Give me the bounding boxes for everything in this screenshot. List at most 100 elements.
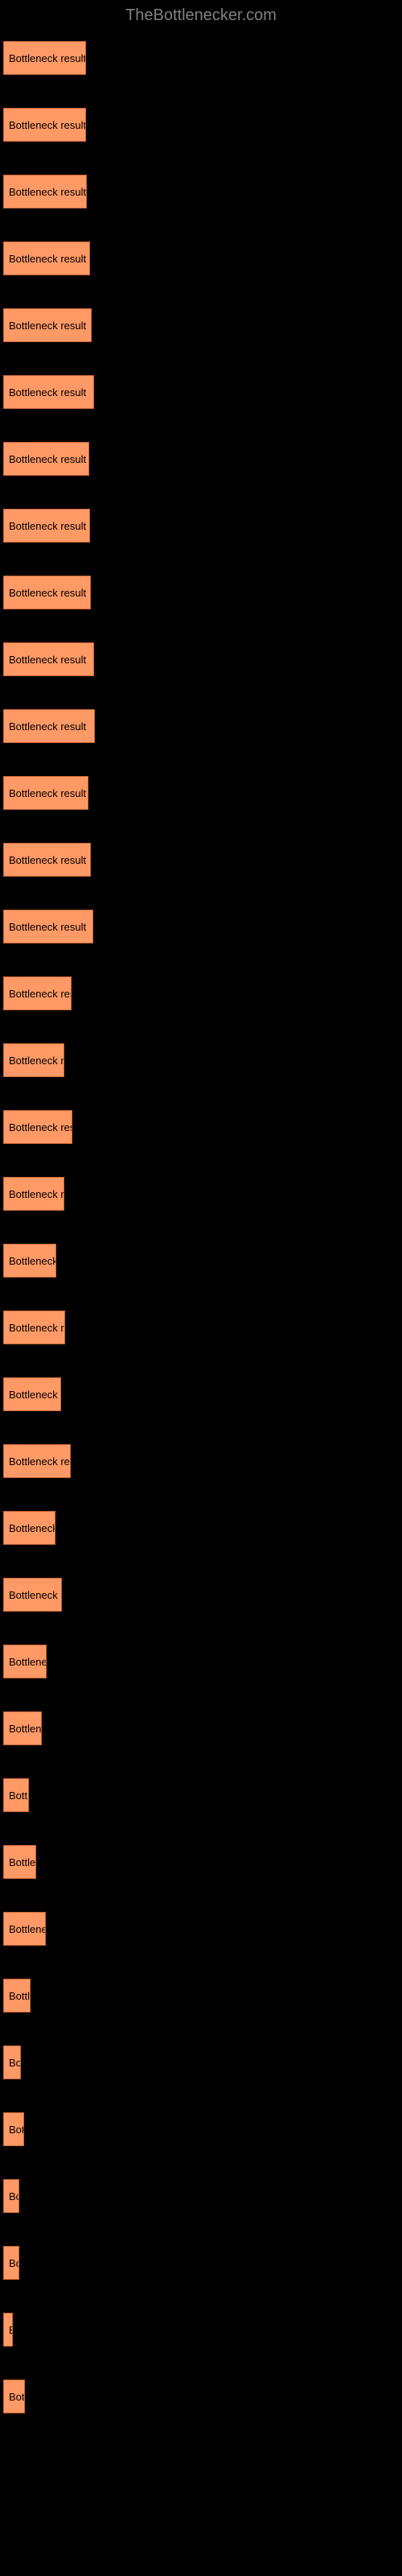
bar-row: Bott xyxy=(3,2112,399,2146)
bar-row: Bottle xyxy=(3,1979,399,2013)
bar: Bottleneck result xyxy=(3,776,88,810)
bar: Bottleneck result xyxy=(3,1043,64,1077)
bar: Bottleneck result xyxy=(3,375,94,409)
bar-label: Bottleneck result xyxy=(9,320,86,332)
bar-row: Bo xyxy=(3,2246,399,2280)
bar: Bottleneck result xyxy=(3,1177,64,1211)
bar: Bottleneck result xyxy=(3,642,94,676)
bar-row: B xyxy=(3,2313,399,2347)
bar-label: Bottle xyxy=(9,1990,30,2002)
bar: B xyxy=(3,2313,13,2347)
bar-row: Bottleneck result xyxy=(3,41,399,75)
bar: Bottleneck result xyxy=(3,175,87,208)
bar: Bottle xyxy=(3,1778,29,1812)
bar-label: Bottleneck result xyxy=(9,587,86,599)
bar: Bottleneck result xyxy=(3,576,91,609)
bar-row: Bottleneck result xyxy=(3,175,399,208)
bar-row: Bottleneck result xyxy=(3,642,399,676)
bar: Bottleneck result xyxy=(3,910,93,943)
bar: Bottleneck result xyxy=(3,976,72,1010)
bar-row: Bottleneck result xyxy=(3,843,399,877)
bar-label: Bottleneck result xyxy=(9,1055,64,1067)
bar-row: Bottlene xyxy=(3,1711,399,1745)
bar: Bottle xyxy=(3,1979,31,2013)
bar: Bottleneck result xyxy=(3,308,92,342)
bar-label: Bottleneck result xyxy=(9,186,86,198)
bar-label: Bottleneck result xyxy=(9,720,86,733)
bar-label: Bottleneck result xyxy=(9,453,86,465)
bar-row: Bottleneck result xyxy=(3,375,399,409)
bar-row: Bottleneck result xyxy=(3,976,399,1010)
bar-chart: Bottleneck result Bottleneck result Bottle… xyxy=(0,41,402,2413)
bar: Bottleneck result xyxy=(3,41,86,75)
bar-row: Bottleneck result xyxy=(3,709,399,743)
bar-row: Bo xyxy=(3,2046,399,2079)
bar-row: Bottlen xyxy=(3,1845,399,1879)
bar-label: Bottleneck re xyxy=(9,1522,55,1534)
bar-row: Bottleneck re xyxy=(3,1511,399,1545)
bar: Bo xyxy=(3,2046,21,2079)
bar-label: Bottleneck result xyxy=(9,520,86,532)
bar-label: Bott xyxy=(9,2124,23,2136)
bar: Bott xyxy=(3,2112,24,2146)
bar-label: Bottlen xyxy=(9,1856,35,1868)
bar-label: Bottle xyxy=(9,1790,28,1802)
bar-label: Bottleneck result xyxy=(9,253,86,265)
bar: Bottleneck result xyxy=(3,1110,72,1144)
bar: Bottleneck resu xyxy=(3,1377,61,1411)
bar-row: Bottleneck result xyxy=(3,910,399,943)
bar-label: Bottleneck result xyxy=(9,1188,64,1200)
bar-label: Bottleneck resu xyxy=(9,1589,61,1601)
bar-label: Bo xyxy=(9,2190,18,2202)
bar-label: Bottleneck result xyxy=(9,119,85,131)
bar-label: Bottleneck result xyxy=(9,386,86,398)
bar-row: Bottleneck result xyxy=(3,576,399,609)
bar-row: Bottleneck result xyxy=(3,1110,399,1144)
bar: Bottlen xyxy=(3,1845,36,1879)
bar: Bottleneck result xyxy=(3,1444,71,1478)
bar: Bo xyxy=(3,2179,19,2213)
bar-row: Bott xyxy=(3,2380,399,2413)
bar-label: Bottleneck result xyxy=(9,52,85,64)
bar-row: Bottleneck result xyxy=(3,308,399,342)
bar-label: Bottlene xyxy=(9,1723,41,1735)
bar-row: Bottleneck result xyxy=(3,1444,399,1478)
bar-label: Bottlenec xyxy=(9,1656,46,1668)
bar-label: Bottleneck result xyxy=(9,988,71,1000)
bar-label: Bott xyxy=(9,2391,24,2403)
bar: Bottleneck result xyxy=(3,509,90,543)
bar: Bott xyxy=(3,2380,25,2413)
bar-label: Bottleneck re xyxy=(9,1255,55,1267)
bar: Bottleneck result xyxy=(3,709,95,743)
bar-label: Bottleneck result xyxy=(9,787,86,799)
bar-row: Bottle xyxy=(3,1778,399,1812)
bar-row: Bottleneck result xyxy=(3,442,399,476)
bar-row: Bottleneck result xyxy=(3,1311,399,1344)
bar-label: Bo xyxy=(9,2257,18,2269)
bar-label: Bottleneck result xyxy=(9,854,86,866)
bar: Bottleneck result xyxy=(3,242,90,275)
bar-label: B xyxy=(9,2324,12,2336)
header: TheBottlenecker.com xyxy=(0,0,402,41)
bar-label: Bottleneck result xyxy=(9,921,86,933)
bar: Bottleneck result xyxy=(3,442,89,476)
bar-row: Bottleneck result xyxy=(3,509,399,543)
bar: Bottlenec xyxy=(3,1912,46,1946)
bar-row: Bottleneck re xyxy=(3,1244,399,1278)
bar-row: Bottlenec xyxy=(3,1645,399,1678)
bar: Bottleneck result xyxy=(3,108,86,142)
site-title: TheBottlenecker.com xyxy=(125,6,277,24)
bar-row: Bottleneck result xyxy=(3,1043,399,1077)
bar-row: Bottleneck result xyxy=(3,776,399,810)
bar: Bottleneck result xyxy=(3,1311,65,1344)
bar-label: Bottleneck result xyxy=(9,654,86,666)
bar-label: Bottleneck resu xyxy=(9,1389,60,1401)
bar-row: Bottleneck result xyxy=(3,242,399,275)
bar-label: Bottlenec xyxy=(9,1923,45,1935)
bar-label: Bottleneck result xyxy=(9,1121,72,1133)
bar-label: Bo xyxy=(9,2057,20,2069)
bar: Bottleneck re xyxy=(3,1511,55,1545)
bar: Bo xyxy=(3,2246,19,2280)
bar: Bottleneck re xyxy=(3,1244,56,1278)
bar: Bottlenec xyxy=(3,1645,47,1678)
